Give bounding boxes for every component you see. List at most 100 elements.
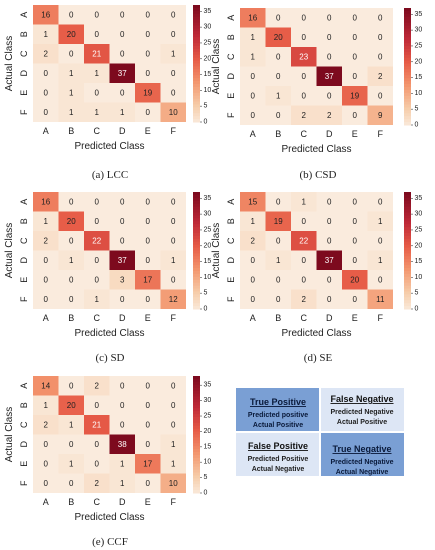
cell-value: 1 (378, 217, 383, 226)
heatmap-cell (109, 83, 135, 103)
colorbar-segment (404, 197, 411, 202)
heatmap-cell (33, 83, 59, 103)
colorbar-segment (193, 384, 200, 389)
colorbar-segment (193, 472, 200, 476)
colorbar-segment (404, 63, 411, 67)
colorbar-segment (193, 460, 200, 465)
colorbar-segment (404, 203, 411, 208)
y-tick-label: F (226, 112, 236, 118)
colorbar-segment (193, 443, 200, 447)
colorbar-segment (193, 57, 200, 62)
cell-value: 1 (120, 459, 125, 468)
cell-value: 0 (44, 275, 49, 284)
colorbar-segment (193, 92, 200, 97)
cell-value: 1 (69, 108, 74, 117)
cell-value: 17 (143, 275, 152, 284)
cell-value: 16 (41, 10, 50, 19)
legend-fp-cell (236, 432, 320, 476)
heatmap-cell (291, 211, 317, 231)
y-tick-label: B (226, 34, 236, 40)
cell-value: 23 (299, 52, 308, 61)
colorbar-segment (193, 51, 200, 56)
cell-value: 0 (171, 30, 176, 39)
cell-value: 17 (143, 459, 152, 468)
colorbar-segment (193, 288, 200, 292)
heatmap-cell (33, 231, 59, 251)
heatmap-cell (84, 211, 110, 231)
colorbar-segment (193, 381, 200, 386)
cell-value: 2 (378, 72, 383, 81)
colorbar-segment (404, 270, 411, 275)
colorbar-segment (404, 119, 411, 123)
heatmap-cell (58, 270, 84, 290)
y-tick-label: A (19, 383, 29, 389)
x-tick-label: C (301, 129, 308, 139)
colorbar-tick-label: 10 (204, 459, 212, 466)
colorbar-segment (193, 454, 200, 459)
cell-value: 0 (353, 197, 358, 206)
cell-value: 0 (378, 197, 383, 206)
colorbar-tick-label: 35 (204, 382, 212, 389)
cell-value: 1 (302, 197, 307, 206)
cell-value: 0 (378, 33, 383, 42)
x-axis-label: Predicted Class (281, 144, 351, 155)
cell-value: 0 (171, 275, 176, 284)
cell-value: 0 (120, 10, 125, 19)
cell-value: 0 (276, 72, 281, 81)
colorbar-segment (193, 399, 200, 403)
colorbar-segment (404, 95, 411, 100)
cell-value: 20 (350, 275, 359, 284)
legend-fn-title: False Negative (330, 394, 393, 404)
colorbar-segment (404, 218, 411, 222)
x-tick-label: B (68, 126, 74, 136)
colorbar-tick-label: 0 (415, 122, 419, 129)
colorbar-segment (193, 110, 200, 114)
heatmap-cell (240, 231, 266, 251)
cell-value: 0 (95, 401, 100, 410)
heatmap-cell (109, 376, 135, 396)
heatmap-cell (291, 270, 317, 290)
cell-value: 1 (276, 91, 281, 100)
colorbar-segment (404, 48, 411, 53)
heatmap-cell (160, 102, 186, 122)
heatmap-cell (265, 192, 291, 212)
heatmap-cell (160, 44, 186, 64)
cell-value: 1 (69, 69, 74, 78)
cell-value: 0 (327, 91, 332, 100)
cell-value: 0 (353, 13, 358, 22)
cell-value: 0 (251, 295, 256, 304)
y-tick-label: E (19, 461, 29, 467)
colorbar-segment (404, 238, 411, 243)
heatmap-cell (160, 63, 186, 83)
heatmap-cell (58, 211, 84, 231)
colorbar-tick-label: 35 (204, 8, 212, 15)
colorbar-segment (193, 54, 200, 59)
colorbar-segment (404, 209, 411, 213)
cell-value: 0 (69, 381, 74, 390)
x-tick-label: B (275, 313, 281, 323)
colorbar-segment (404, 259, 411, 263)
x-tick-label: A (43, 313, 49, 323)
x-tick-label: B (68, 497, 74, 507)
cell-value: 37 (118, 256, 127, 265)
x-tick-label: B (275, 129, 281, 139)
cell-value: 0 (353, 52, 358, 61)
heatmap-cell (135, 211, 161, 231)
heatmap-cell (160, 5, 186, 25)
heatmap-cell (58, 63, 84, 83)
cell-value: 0 (171, 10, 176, 19)
heatmap-cell (291, 66, 317, 86)
heatmap-cell (58, 44, 84, 64)
cell-value: 0 (327, 275, 332, 284)
colorbar-tick-label: 5 (204, 103, 208, 110)
heatmap-cell (109, 415, 135, 435)
heatmap-cell (33, 395, 59, 415)
colorbar-segment (404, 34, 411, 38)
colorbar-segment (404, 10, 411, 15)
cell-value: 0 (146, 381, 151, 390)
colorbar-tick-label: 5 (415, 106, 419, 113)
colorbar-tick-label: 0 (415, 306, 419, 313)
colorbar-tick-label: 20 (204, 55, 212, 62)
colorbar-segment (404, 98, 411, 103)
colorbar-segment (193, 253, 200, 257)
